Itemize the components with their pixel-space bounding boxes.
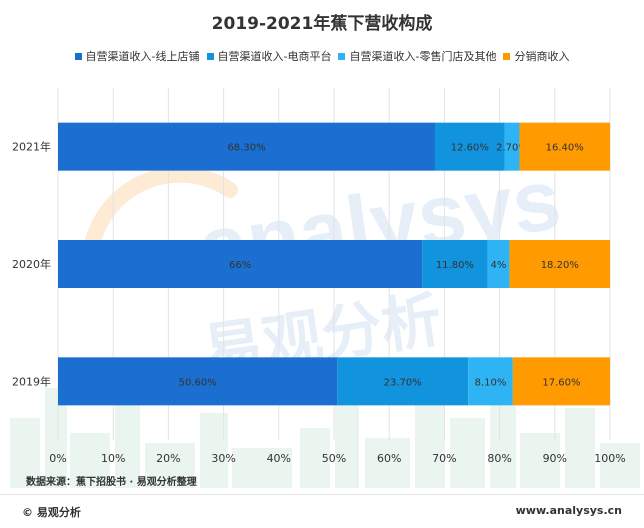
x-tick-label: 60% xyxy=(377,452,401,465)
data-source: 数据来源：蕉下招股书 · 易观分析整理 xyxy=(26,477,197,488)
legend-swatch xyxy=(74,52,82,60)
legend-label: 自营渠道收入-电商平台 xyxy=(217,50,332,63)
legend-item-retail-store: 自营渠道收入-零售门店及其他 xyxy=(338,48,496,64)
footer-divider xyxy=(0,494,644,495)
data-label: 16.40% xyxy=(546,143,584,154)
data-label: 18.20% xyxy=(541,260,579,271)
chart-title: 2019-2021年蕉下营收构成 xyxy=(211,14,433,34)
bar-segment xyxy=(58,240,423,288)
footer-logo-text: © 易观分析 xyxy=(22,506,81,519)
bar-segment xyxy=(422,240,488,288)
legend-item-ecommerce: 自营渠道收入-电商平台 xyxy=(206,48,332,64)
chart-plot: 0% 10% 20% 30% 40% 50% 60% 70% 80% 90% 100% 68.30% 1… xyxy=(12,88,626,465)
bar-segment xyxy=(435,122,505,171)
legend-label: 自营渠道收入-线上店铺 xyxy=(85,50,200,63)
data-label: 23.70% xyxy=(384,377,422,388)
data-label: 11.80% xyxy=(436,260,474,271)
data-label: 17.60% xyxy=(542,377,580,388)
legend-label: 分销商收入 xyxy=(514,50,570,63)
data-label: 12.60% xyxy=(451,143,489,154)
data-label: 8.10% xyxy=(475,377,507,388)
y-category-label: 2019年 xyxy=(12,374,51,388)
x-tick-label: 90% xyxy=(543,452,567,465)
bar-segment xyxy=(519,122,610,171)
bar-segment xyxy=(504,122,520,171)
legend-swatch xyxy=(503,52,511,60)
legend-label: 自营渠道收入-零售门店及其他 xyxy=(349,50,497,63)
data-label: 68.30% xyxy=(227,143,265,154)
x-tick-label: 70% xyxy=(432,452,456,465)
data-label: 50.60% xyxy=(179,377,217,388)
bar-segment xyxy=(487,240,510,288)
x-tick-label: 80% xyxy=(487,452,511,465)
x-tick-label: 100% xyxy=(594,452,625,465)
bar-segment xyxy=(58,357,338,406)
bar-segment xyxy=(509,240,610,288)
x-tick-label: 50% xyxy=(322,452,346,465)
x-tick-label: 10% xyxy=(101,452,125,465)
footer-website-link[interactable]: www.analysys.cn xyxy=(515,504,622,517)
bar-segment xyxy=(58,122,436,171)
data-label: 66% xyxy=(229,260,251,271)
legend-item-online-store: 自营渠道收入-线上店铺 xyxy=(74,48,200,64)
x-tick-label: 0% xyxy=(49,452,66,465)
bar-segment xyxy=(468,357,513,406)
x-tick-label: 40% xyxy=(267,452,291,465)
bar-segment xyxy=(512,357,610,406)
footer-logo: © 易观分析 xyxy=(22,504,81,520)
x-tick-label: 30% xyxy=(211,452,235,465)
chart-legend: 自营渠道收入-线上店铺 自营渠道收入-电商平台 自营渠道收入-零售门店及其他 分… xyxy=(0,48,644,64)
bar-segment xyxy=(337,357,469,406)
legend-swatch xyxy=(206,52,214,60)
legend-swatch xyxy=(338,52,346,60)
legend-item-distributor: 分销商收入 xyxy=(503,48,569,64)
y-category-label: 2020年 xyxy=(12,257,51,271)
x-tick-label: 20% xyxy=(156,452,180,465)
data-label: 2.70% xyxy=(496,143,528,154)
y-category-label: 2021年 xyxy=(12,140,51,154)
data-label: 4% xyxy=(491,260,507,271)
